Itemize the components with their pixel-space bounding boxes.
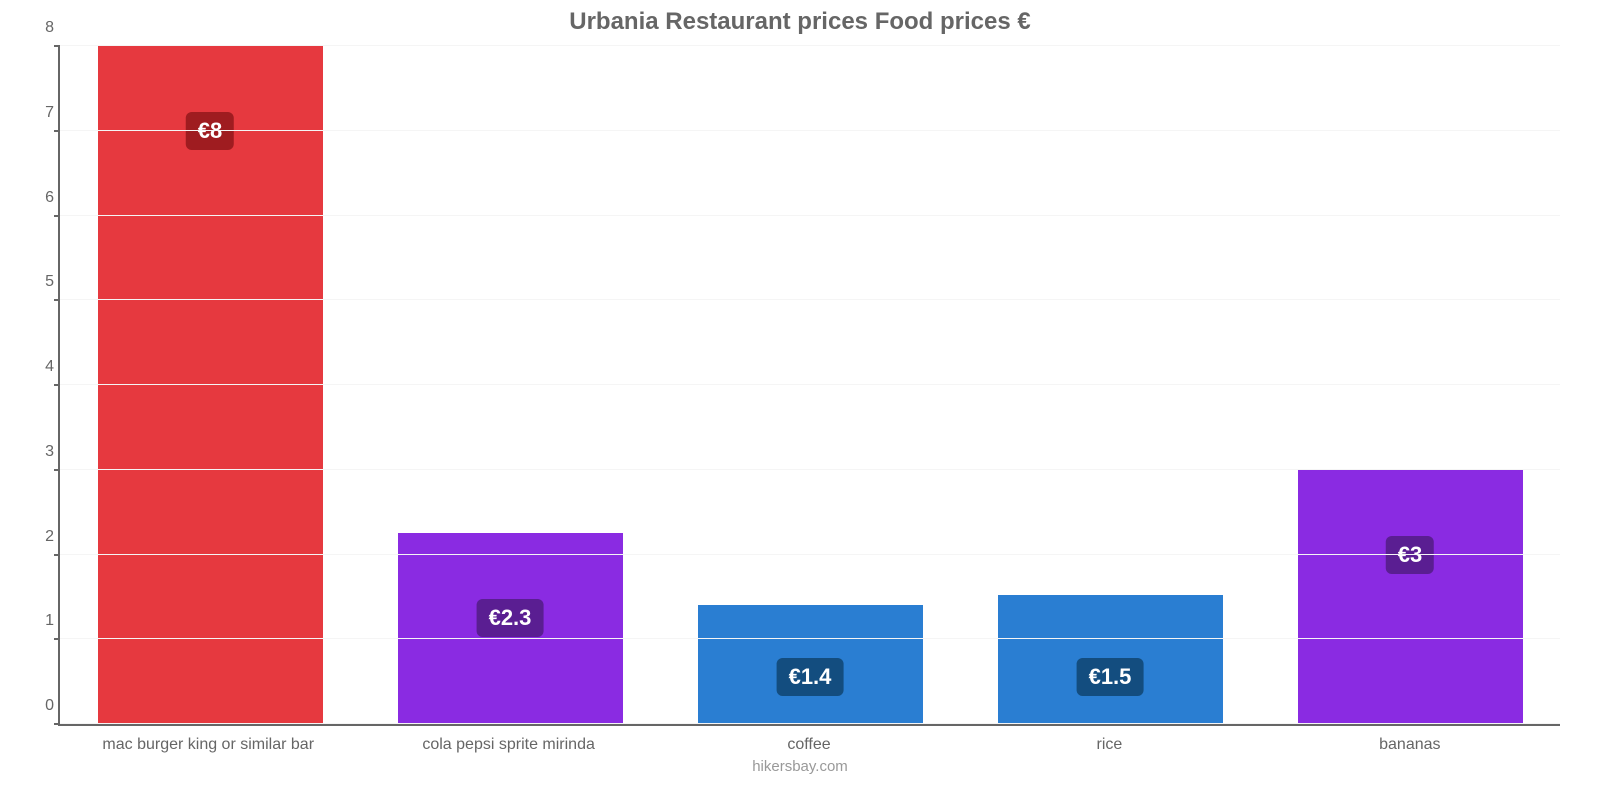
grid-line: [60, 723, 1560, 724]
x-axis-label: cola pepsi sprite mirinda: [358, 726, 658, 754]
y-tick-mark: [54, 384, 60, 386]
grid-line: [60, 469, 1560, 470]
bars-container: €8 €2.3 €1.4 €1.5 €3: [60, 46, 1560, 724]
chart-credit: hikersbay.com: [30, 758, 1570, 775]
y-tick-label: 6: [32, 189, 54, 207]
value-badge: €8: [186, 112, 234, 150]
bar-slot: €1.5: [960, 46, 1260, 724]
x-axis-label: bananas: [1260, 726, 1560, 754]
grid-line: [60, 299, 1560, 300]
y-tick-mark: [54, 723, 60, 725]
y-tick-label: 1: [32, 612, 54, 630]
bar-slot: €1.4: [660, 46, 960, 724]
y-tick-label: 2: [32, 528, 54, 546]
grid-line: [60, 554, 1560, 555]
bar: [1298, 470, 1523, 724]
y-tick-label: 7: [32, 104, 54, 122]
bar-slot: €2.3: [360, 46, 660, 724]
grid-line: [60, 638, 1560, 639]
y-tick-label: 3: [32, 443, 54, 461]
grid-line: [60, 130, 1560, 131]
x-axis-label: rice: [959, 726, 1259, 754]
y-tick-label: 0: [32, 697, 54, 715]
y-tick-mark: [54, 469, 60, 471]
value-badge: €2.3: [477, 599, 544, 637]
value-badge: €3: [1386, 536, 1434, 574]
y-tick-mark: [54, 638, 60, 640]
y-tick-mark: [54, 130, 60, 132]
bar-slot: €8: [60, 46, 360, 724]
bar-slot: €3: [1260, 46, 1560, 724]
x-axis-label: mac burger king or similar bar: [58, 726, 358, 754]
y-tick-mark: [54, 215, 60, 217]
grid-line: [60, 215, 1560, 216]
x-axis-labels: mac burger king or similar barcola pepsi…: [58, 726, 1560, 754]
y-tick-label: 8: [32, 19, 54, 37]
grid-line: [60, 45, 1560, 46]
chart-title: Urbania Restaurant prices Food prices €: [30, 8, 1570, 36]
price-chart: Urbania Restaurant prices Food prices € …: [0, 0, 1600, 800]
plot-area: €8€2.3€1.4€1.5€3 012345678: [58, 46, 1560, 726]
y-tick-mark: [54, 554, 60, 556]
y-tick-label: 5: [32, 273, 54, 291]
y-tick-mark: [54, 45, 60, 47]
y-tick-label: 4: [32, 358, 54, 376]
grid-line: [60, 384, 1560, 385]
value-badge: €1.5: [1077, 658, 1144, 696]
x-axis-label: coffee: [659, 726, 959, 754]
y-tick-mark: [54, 299, 60, 301]
value-badge: €1.4: [777, 658, 844, 696]
